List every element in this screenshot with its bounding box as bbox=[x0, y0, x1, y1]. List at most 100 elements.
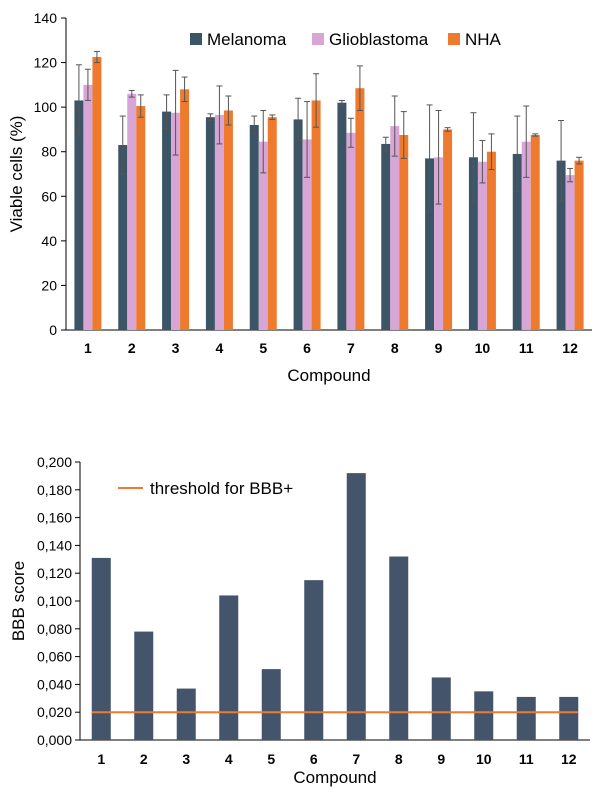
chart1-bar-melanoma bbox=[512, 153, 522, 330]
chart2-bar bbox=[346, 473, 366, 740]
chart1-category-label: 1 bbox=[84, 340, 92, 356]
chart2-category-label: 12 bbox=[561, 751, 577, 767]
chart2-category-label: 10 bbox=[476, 751, 492, 767]
chart1-legend-label-nha: NHA bbox=[465, 30, 502, 49]
chart1-legend-label-melanoma: Melanoma bbox=[207, 30, 287, 49]
chart2-y-axis-title: BBB score bbox=[9, 561, 28, 641]
chart1-y-axis-title: Viable cells (%) bbox=[7, 116, 26, 233]
chart1-legend-swatch-glioblastoma bbox=[312, 33, 324, 45]
chart1-bar-melanoma bbox=[468, 157, 478, 330]
chart1-category-label: 4 bbox=[216, 340, 224, 356]
chart1-category-label: 2 bbox=[128, 340, 136, 356]
chart-viable-cells: 0 20 40 60 80 100 120 140 1 2 3 4 5 6 7 8 9 10 11 12 Compoun… bbox=[7, 10, 592, 385]
chart2-ytick-label: 0,120 bbox=[37, 565, 72, 581]
chart1-bar-nha bbox=[443, 129, 453, 330]
chart2-ytick-label: 0,040 bbox=[37, 676, 72, 692]
chart1-legend-label-glioblastoma: Glioblastoma bbox=[329, 30, 429, 49]
chart2-category-label: 11 bbox=[519, 751, 534, 767]
chart1-category-label: 7 bbox=[347, 340, 355, 356]
chart2-ytick-label: 0,140 bbox=[37, 537, 72, 553]
chart2-bar bbox=[559, 696, 579, 740]
chart2-bar bbox=[176, 688, 196, 740]
chart2-ytick-label: 0,020 bbox=[37, 704, 72, 720]
chart1-legend-swatch-melanoma bbox=[190, 33, 202, 45]
chart1-category-label: 5 bbox=[259, 340, 267, 356]
chart1-ytick-label: 100 bbox=[34, 99, 58, 115]
chart1-legend-swatch-nha bbox=[448, 33, 460, 45]
chart1-bar-nha bbox=[92, 57, 102, 330]
chart2-category-label: 7 bbox=[352, 751, 360, 767]
chart1-bar-nha bbox=[530, 135, 540, 330]
chart1-bar-nha bbox=[223, 110, 233, 330]
chart1-bar-nha bbox=[486, 151, 496, 330]
chart2-ytick-label: 0,160 bbox=[37, 510, 72, 526]
chart1-bar-melanoma bbox=[205, 117, 215, 331]
chart2-category-label: 5 bbox=[267, 751, 275, 767]
chart1-bar-melanoma bbox=[425, 158, 435, 330]
chart1-category-label: 8 bbox=[391, 340, 399, 356]
chart2-bar bbox=[304, 580, 324, 740]
chart2-category-label: 1 bbox=[97, 751, 105, 767]
chart2-category-label: 3 bbox=[182, 751, 190, 767]
chart1-category-label: 10 bbox=[475, 340, 491, 356]
chart1-bar-glioblastoma bbox=[565, 175, 575, 330]
chart1-bar-glioblastoma bbox=[302, 139, 312, 330]
chart2-ytick-label: 0,100 bbox=[37, 593, 72, 609]
chart1-bar-nha bbox=[180, 89, 190, 330]
chart2-category-label: 9 bbox=[437, 751, 445, 767]
chart2-bar bbox=[261, 669, 281, 740]
chart1-bar-glioblastoma bbox=[434, 157, 444, 330]
chart1-bar-melanoma bbox=[249, 124, 259, 330]
chart2-x-axis-title: Compound bbox=[293, 768, 376, 787]
chart1-category-label: 3 bbox=[172, 340, 180, 356]
chart1-category-label: 11 bbox=[519, 340, 534, 356]
chart2-bar bbox=[431, 677, 451, 740]
chart1-bar-glioblastoma bbox=[346, 132, 356, 330]
chart1-bar-glioblastoma bbox=[477, 161, 487, 330]
chart1-bar-melanoma bbox=[337, 102, 347, 330]
chart1-bar-melanoma bbox=[381, 143, 391, 330]
chart1-bar-nha bbox=[136, 106, 146, 331]
chart1-category-label: 6 bbox=[303, 340, 311, 356]
chart1-ytick-label: 140 bbox=[34, 10, 58, 26]
chart2-category-label: 6 bbox=[310, 751, 318, 767]
chart1-bar-glioblastoma bbox=[390, 126, 400, 330]
chart2-ytick-label: 0,080 bbox=[37, 621, 72, 637]
chart2-bar bbox=[474, 691, 494, 740]
chart2-category-label: 4 bbox=[225, 751, 233, 767]
chart1-bar-nha bbox=[267, 117, 277, 331]
chart1-bar-glioblastoma bbox=[127, 93, 137, 331]
chart2-bar bbox=[219, 595, 239, 740]
chart1-ytick-label: 0 bbox=[49, 322, 57, 338]
chart1-bar-nha bbox=[574, 160, 584, 330]
chart1-bar-melanoma bbox=[293, 119, 303, 331]
chart1-ytick-label: 120 bbox=[34, 55, 58, 71]
chart1-bar-glioblastoma bbox=[521, 141, 531, 330]
chart2-bar bbox=[389, 556, 409, 740]
chart1-bar-melanoma bbox=[556, 160, 566, 330]
chart1-bar-glioblastoma bbox=[214, 114, 224, 330]
chart-bbb-score: 0,000 0,020 0,040 0,060 0,080 0,100 0,120 0,140… bbox=[0, 430, 598, 789]
chart1-x-axis-title: Compound bbox=[287, 366, 370, 385]
chart2-ytick-label: 0,060 bbox=[37, 649, 72, 665]
chart2-ytick-label: 0,200 bbox=[37, 454, 72, 470]
chart2-bar bbox=[134, 631, 154, 740]
chart2-ytick-label: 0,180 bbox=[37, 482, 72, 498]
chart1-ytick-label: 20 bbox=[41, 277, 57, 293]
chart1-bar-glioblastoma bbox=[83, 84, 93, 330]
chart2-category-label: 8 bbox=[395, 751, 403, 767]
chart1-ytick-label: 60 bbox=[41, 188, 57, 204]
chart1-bar-nha bbox=[355, 88, 365, 330]
chart1-bar-melanoma bbox=[74, 100, 84, 330]
chart1-bar-melanoma bbox=[118, 145, 128, 330]
chart2-category-label: 2 bbox=[140, 751, 148, 767]
chart1-bar-melanoma bbox=[162, 111, 172, 330]
chart2-bar bbox=[91, 557, 111, 740]
chart1-bar-glioblastoma bbox=[258, 141, 268, 330]
chart2-svg: 0,000 0,020 0,040 0,060 0,080 0,100 0,120 0,140… bbox=[9, 454, 590, 787]
chart2-ytick-label: 0,000 bbox=[37, 732, 72, 748]
chart2-bar bbox=[516, 696, 536, 740]
chart2-legend-label: threshold for BBB+ bbox=[150, 479, 293, 498]
chart1-bar-nha bbox=[311, 100, 321, 330]
